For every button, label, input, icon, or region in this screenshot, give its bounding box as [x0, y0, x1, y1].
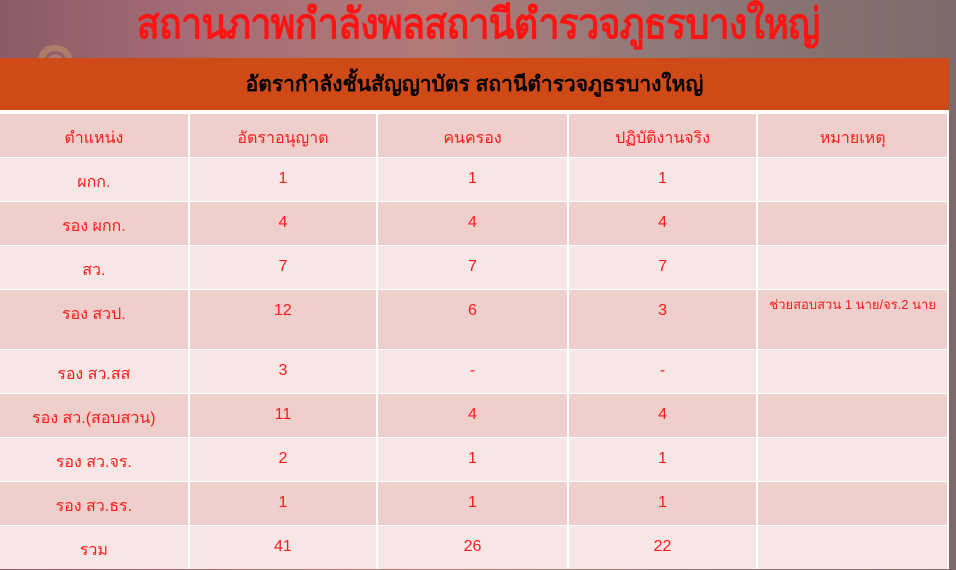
cell-remark: [758, 438, 947, 481]
cell-occupied: 1: [378, 158, 567, 201]
cell-remark: [758, 202, 947, 245]
cell-occupied: -: [378, 350, 567, 393]
cell-occupied: 6: [378, 290, 567, 349]
table-row: รอง ผกก. 4 4 4: [0, 202, 947, 245]
table-row: รอง สว.สส 3- -: [0, 350, 947, 393]
table-row: รอง สวป. 12 6 3 ช่วยสอบสวน 1 นาย/จร.2 นาย: [0, 290, 947, 349]
personnel-table-container: อัตรากำลังชั้นสัญญาบัตร สถานีตำรวจภูธรบา…: [0, 58, 949, 569]
cell-allowed: 1: [189, 482, 377, 525]
cell-position: รวม: [0, 526, 188, 569]
cell-remark: [758, 158, 947, 201]
cell-allowed: 1: [189, 158, 377, 201]
cell-allowed: 7: [189, 246, 377, 289]
cell-actual: 7: [568, 246, 757, 289]
cell-allowed: 41: [189, 526, 377, 569]
table-title: อัตรากำลังชั้นสัญญาบัตร สถานีตำรวจภูธรบา…: [0, 58, 949, 110]
header-row: ตำแหน่ง อัตราอนุญาต คนครอง ปฏิบัติงานจริง หม…: [0, 114, 947, 157]
cell-position: ผกก.: [0, 158, 188, 201]
cell-position: รอง ผกก.: [0, 202, 188, 245]
cell-position: รอง สวป.: [0, 290, 188, 349]
cell-allowed: 2: [189, 438, 377, 481]
table-row: รอง สว.ธร. 1 1 1: [0, 482, 947, 525]
cell-position: รอง สว.(สอบสวน): [0, 394, 188, 437]
cell-actual: 3: [568, 290, 757, 349]
table-row: รอง สว.จร. 2 1 1: [0, 438, 947, 481]
cell-remark: [758, 482, 947, 525]
column-header-actual: ปฏิบัติงานจริง: [568, 114, 757, 157]
cell-position: รอง สว.สส: [0, 350, 188, 393]
cell-position: รอง สว.จร.: [0, 438, 188, 481]
cell-occupied: 4: [378, 202, 567, 245]
personnel-table: ตำแหน่ง อัตราอนุญาต คนครอง ปฏิบัติงานจริง หม…: [0, 113, 949, 570]
table-row: รอง สว.(สอบสวน) 11 4 4: [0, 394, 947, 437]
cell-actual: 1: [568, 158, 757, 201]
cell-allowed: 12: [189, 290, 377, 349]
cell-actual: 4: [568, 202, 757, 245]
table-row: ผกก. 1 1 1: [0, 158, 947, 201]
cell-occupied: 1: [378, 438, 567, 481]
cell-occupied: 4: [378, 394, 567, 437]
column-header-remark: หมายเหตุ: [758, 114, 947, 157]
cell-remark: [758, 394, 947, 437]
cell-actual: 4: [568, 394, 757, 437]
page-title: สถานภาพกำลังพลสถานีตำรวจภูธรบางใหญ่: [136, 1, 821, 48]
cell-remark: [758, 350, 947, 393]
cell-actual: 22: [568, 526, 757, 569]
cell-occupied: 1: [378, 482, 567, 525]
cell-position: รอง สว.ธร.: [0, 482, 188, 525]
background-strip: [949, 58, 956, 569]
cell-occupied: 7: [378, 246, 567, 289]
cell-actual: -: [568, 350, 757, 393]
cell-allowed: 4: [189, 202, 377, 245]
column-header-position: ตำแหน่ง: [0, 114, 188, 157]
cell-remark: ช่วยสอบสวน 1 นาย/จร.2 นาย: [758, 290, 947, 349]
cell-remark: [758, 246, 947, 289]
table-row: สว. 7 7 7: [0, 246, 947, 289]
cell-allowed: 11: [189, 394, 377, 437]
total-row: รวม 41 26 22: [0, 526, 947, 569]
cell-actual: 1: [568, 482, 757, 525]
column-header-allowed: อัตราอนุญาต: [189, 114, 377, 157]
cell-allowed: 3: [189, 350, 377, 393]
cell-remark: [758, 526, 947, 569]
cell-position: สว.: [0, 246, 188, 289]
column-header-occupied: คนครอง: [378, 114, 567, 157]
cell-occupied: 26: [378, 526, 567, 569]
cell-actual: 1: [568, 438, 757, 481]
